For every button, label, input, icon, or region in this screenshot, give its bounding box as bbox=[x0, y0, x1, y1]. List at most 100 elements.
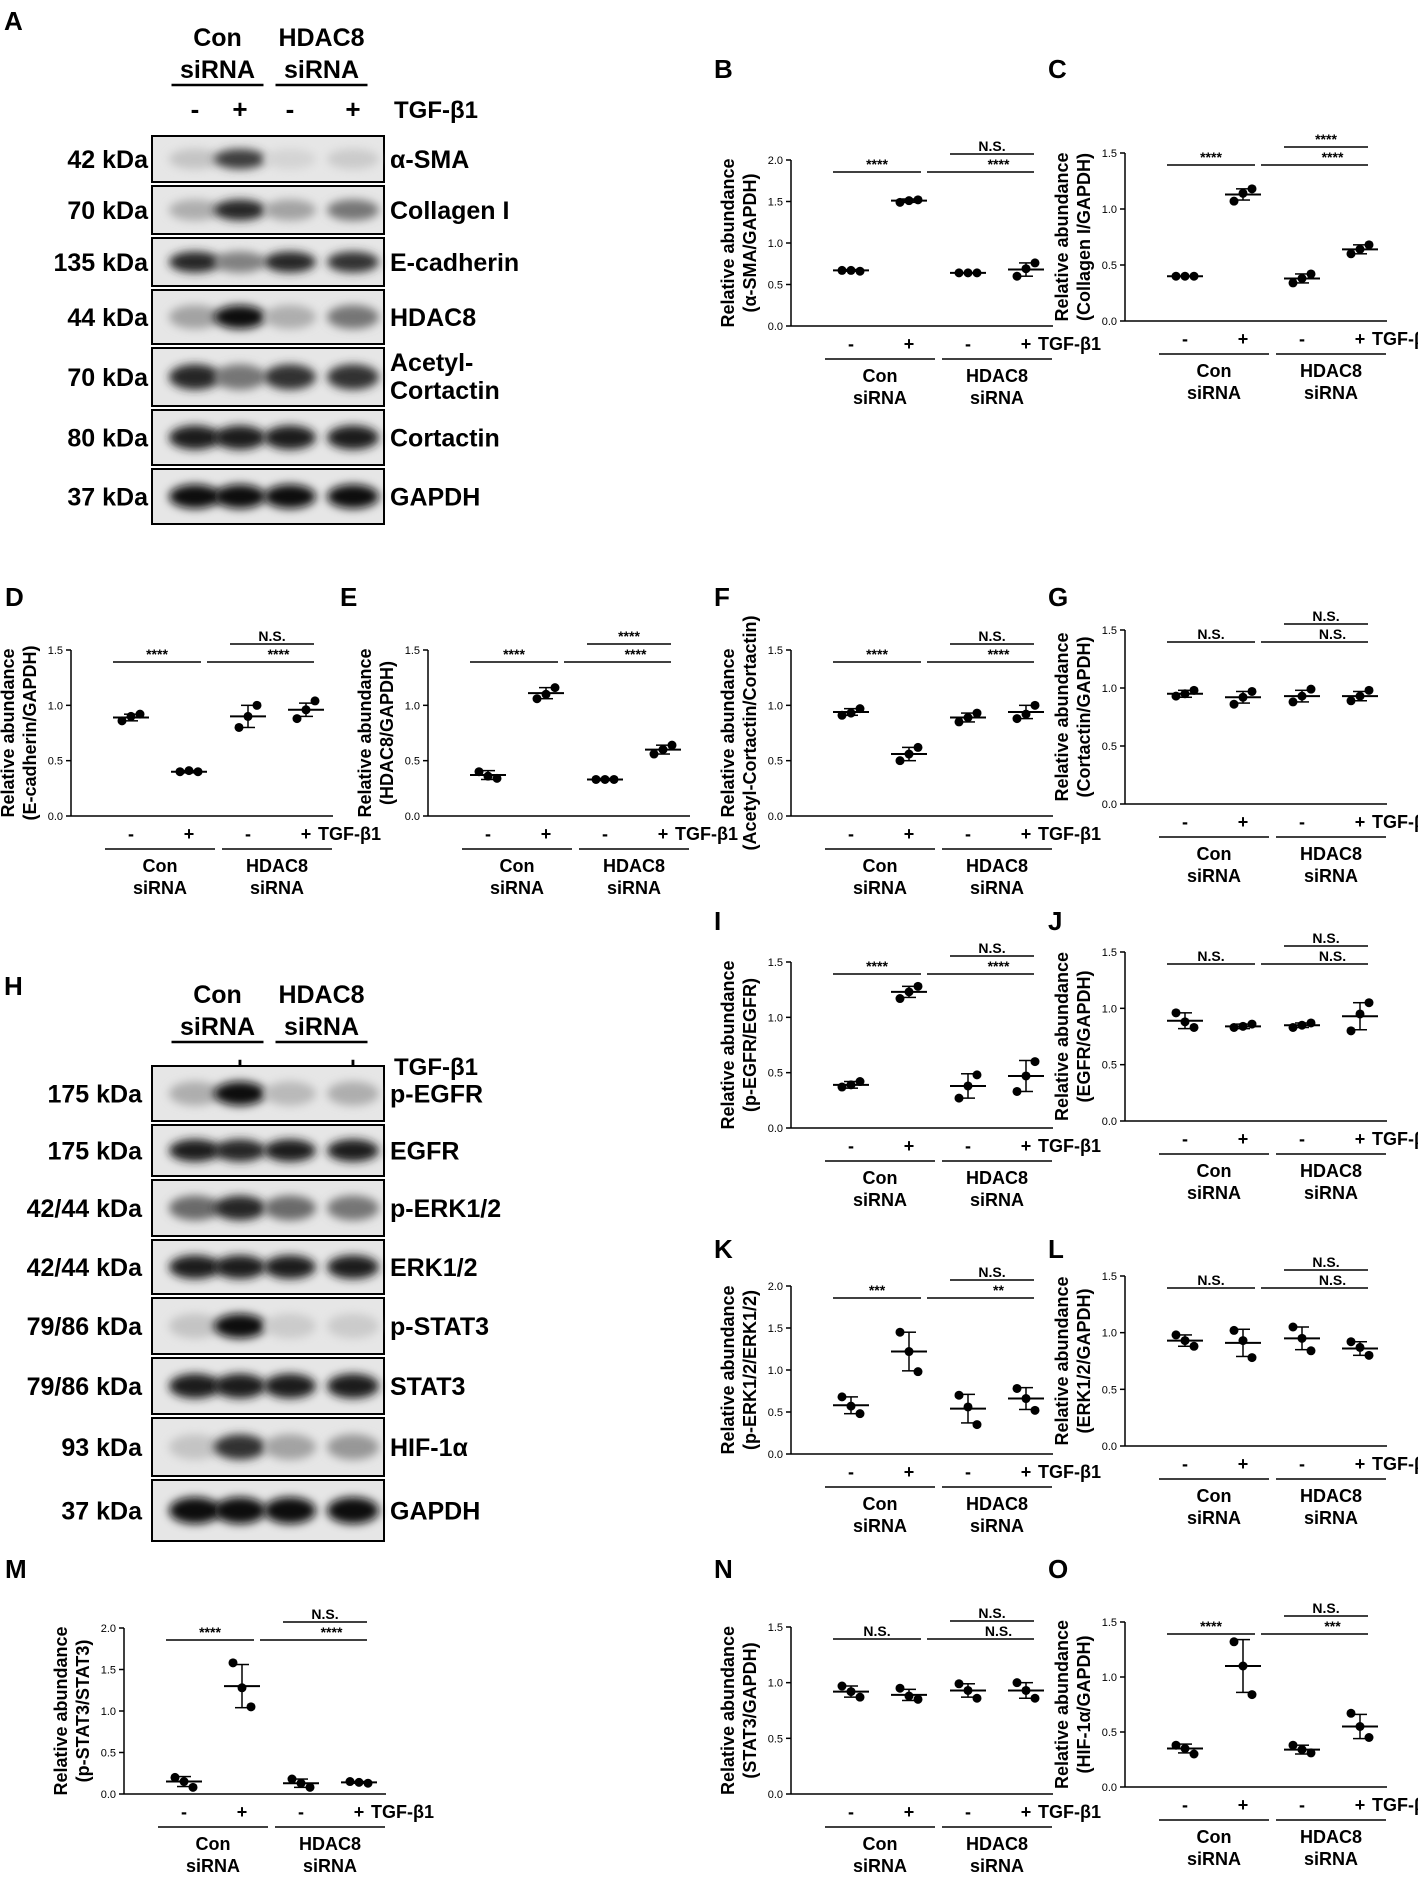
data-point bbox=[492, 773, 502, 783]
x-group-label: HDAC8 bbox=[1300, 1161, 1362, 1181]
y-axis-label: (HIF-1α/GAPDH) bbox=[1074, 1635, 1094, 1773]
data-point bbox=[1238, 1021, 1248, 1031]
y-tick-label: 1.0 bbox=[768, 700, 783, 712]
x-group-label: siRNA bbox=[1187, 1849, 1241, 1869]
y-axis-label: Relative abundance bbox=[718, 1285, 738, 1454]
data-point bbox=[1364, 685, 1374, 695]
data-point bbox=[591, 774, 601, 784]
blot-band bbox=[169, 1139, 221, 1162]
data-point bbox=[301, 705, 311, 715]
molecular-weight-label: 70 kDa bbox=[67, 197, 149, 225]
x-treatment-label: TGF-β1 bbox=[1038, 1802, 1101, 1822]
data-point bbox=[913, 1367, 923, 1377]
blot-band bbox=[214, 251, 266, 273]
chart-panel-M: M 0.0 0.5 1.0 1.5 2.0 Relative abundance (p-STA… bbox=[5, 1554, 434, 1876]
y-tick-label: 1.0 bbox=[1102, 1003, 1117, 1015]
group-label-hdac8-sirna: siRNA bbox=[284, 56, 359, 84]
significance-label: **** bbox=[866, 646, 888, 662]
treatment-sign: - bbox=[191, 94, 200, 124]
x-treatment-sign: - bbox=[1182, 1129, 1188, 1149]
x-treatment-sign: + bbox=[1021, 1802, 1032, 1822]
y-tick-label: 2.0 bbox=[768, 155, 783, 167]
data-point bbox=[1189, 271, 1199, 281]
data-point bbox=[1021, 709, 1031, 719]
molecular-weight-label: 44 kDa bbox=[67, 304, 149, 332]
x-group-label: siRNA bbox=[1187, 383, 1241, 403]
data-point bbox=[972, 1420, 982, 1430]
panel-letter: I bbox=[714, 906, 721, 936]
y-tick-label: 1.0 bbox=[48, 700, 63, 712]
molecular-weight-label: 175 kDa bbox=[47, 1081, 143, 1109]
data-point bbox=[1229, 196, 1239, 206]
protein-label: HDAC8 bbox=[390, 304, 476, 332]
blot-band bbox=[264, 1139, 316, 1162]
chart-panel-C: C 0.0 0.5 1.0 1.5 Relative abundance (Collagen… bbox=[1048, 54, 1418, 403]
y-axis-label: (p-EGFR/EGFR) bbox=[740, 978, 760, 1112]
x-treatment-sign: - bbox=[602, 824, 608, 844]
x-group-label: HDAC8 bbox=[1300, 1827, 1362, 1847]
x-treatment-sign: + bbox=[301, 824, 312, 844]
data-point bbox=[1355, 1722, 1365, 1731]
x-group-label: siRNA bbox=[186, 1856, 240, 1876]
blot-row: 42/44 kDa ERK1/2 bbox=[27, 1239, 478, 1295]
y-axis-label: Relative abundance bbox=[718, 648, 738, 817]
data-point bbox=[609, 774, 619, 784]
x-treatment-label: TGF-β1 bbox=[1372, 329, 1418, 349]
x-group-label: siRNA bbox=[970, 1856, 1024, 1876]
blot-band bbox=[264, 199, 316, 221]
significance-label: **** bbox=[618, 628, 640, 644]
data-point bbox=[855, 1409, 865, 1419]
x-group-label: HDAC8 bbox=[299, 1834, 361, 1854]
x-group-label: Con bbox=[1197, 844, 1232, 864]
x-treatment-sign: + bbox=[904, 334, 915, 354]
blot-band bbox=[169, 251, 221, 273]
y-tick-label: 1.0 bbox=[101, 1706, 116, 1718]
data-point bbox=[1238, 1336, 1248, 1346]
data-point bbox=[1297, 1745, 1307, 1755]
data-point bbox=[175, 767, 185, 777]
significance-label: N.S. bbox=[978, 138, 1005, 154]
y-tick-label: 0.5 bbox=[768, 1068, 783, 1080]
data-point bbox=[135, 709, 145, 719]
significance-label: **** bbox=[1315, 131, 1337, 147]
blot-band bbox=[169, 364, 221, 390]
blot-band bbox=[169, 148, 221, 170]
significance-label: **** bbox=[1200, 149, 1222, 165]
blot-band bbox=[327, 1195, 379, 1221]
x-treatment-sign: + bbox=[1021, 824, 1032, 844]
blot-band bbox=[264, 425, 316, 450]
blot-band bbox=[214, 1313, 266, 1339]
blot-band bbox=[169, 1195, 221, 1221]
blot-band bbox=[264, 1497, 316, 1524]
y-tick-label: 1.5 bbox=[1102, 148, 1117, 160]
blot-row: 44 kDa HDAC8 bbox=[67, 289, 476, 345]
data-point bbox=[658, 745, 668, 755]
y-axis-label: Relative abundance bbox=[1052, 632, 1072, 801]
data-point bbox=[1288, 1740, 1298, 1750]
data-point bbox=[963, 1081, 973, 1091]
y-tick-label: 0.5 bbox=[101, 1748, 116, 1760]
data-point bbox=[846, 265, 856, 275]
x-group-label: siRNA bbox=[250, 878, 304, 898]
data-point bbox=[1012, 1678, 1022, 1688]
panel-letter: A bbox=[4, 6, 23, 36]
y-tick-label: 1.0 bbox=[768, 1678, 783, 1690]
data-point bbox=[1247, 1353, 1257, 1363]
y-tick-label: 0.0 bbox=[101, 1789, 116, 1801]
molecular-weight-label: 93 kDa bbox=[61, 1434, 143, 1462]
blot-band bbox=[327, 199, 379, 221]
data-point bbox=[170, 1772, 180, 1782]
significance-label: N.S. bbox=[863, 1623, 890, 1639]
blot-band bbox=[264, 305, 316, 329]
blot-band bbox=[264, 251, 316, 273]
x-treatment-sign: + bbox=[904, 824, 915, 844]
blot-band bbox=[169, 199, 221, 221]
significance-label: N.S. bbox=[1197, 626, 1224, 642]
data-point bbox=[228, 1658, 238, 1668]
data-point bbox=[837, 265, 847, 275]
data-point bbox=[1297, 691, 1307, 701]
molecular-weight-label: 70 kDa bbox=[67, 364, 149, 392]
y-tick-label: 1.5 bbox=[1102, 1617, 1117, 1629]
